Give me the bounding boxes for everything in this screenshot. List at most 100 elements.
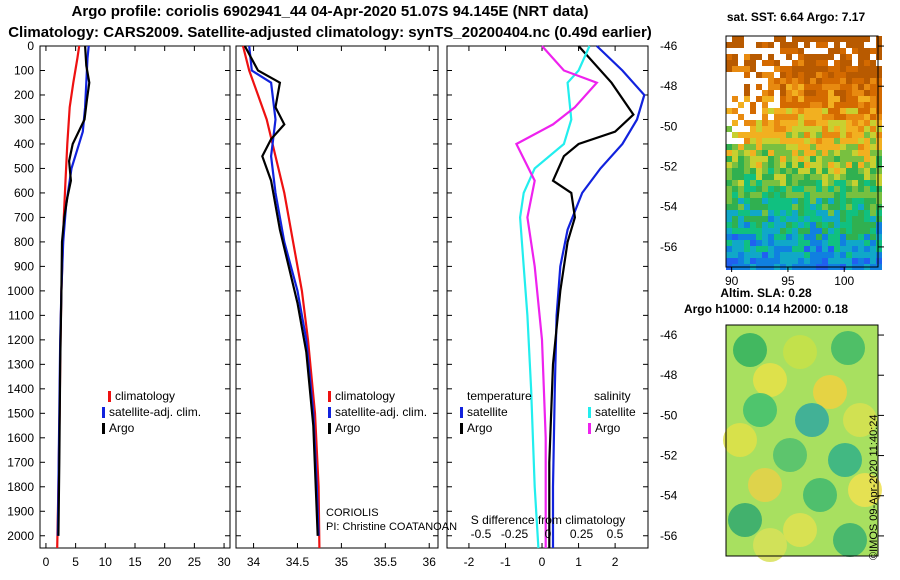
sst-cell <box>828 240 834 246</box>
sst-cell <box>774 210 780 216</box>
sst-cell <box>876 258 882 264</box>
sst-cell <box>762 180 768 186</box>
sst-cell <box>852 48 858 54</box>
sst-cell <box>786 150 792 156</box>
sst-cell <box>774 132 780 138</box>
sst-cell <box>780 174 786 180</box>
sst-cell <box>846 144 852 150</box>
sst-cell <box>786 186 792 192</box>
sst-cell <box>750 228 756 234</box>
sla-blob <box>813 375 847 409</box>
sst-cell <box>738 78 744 84</box>
sst-cell <box>750 138 756 144</box>
sst-cell <box>732 90 738 96</box>
sst-cell <box>786 222 792 228</box>
sst-cell <box>786 90 792 96</box>
sst-cell <box>750 174 756 180</box>
sst-cell <box>732 210 738 216</box>
sst-cell <box>744 114 750 120</box>
sst-cell <box>870 144 876 150</box>
sst-cell <box>732 234 738 240</box>
sst-cell <box>750 150 756 156</box>
sst-cell <box>762 66 768 72</box>
lat-tick-label: -54 <box>660 489 678 503</box>
sst-cell <box>726 96 732 102</box>
top-axis-tick-label: 0.25 <box>570 527 594 541</box>
sst-cell <box>834 114 840 120</box>
sst-cell <box>828 120 834 126</box>
sst-cell <box>792 246 798 252</box>
lat-tick-label: -56 <box>660 240 678 254</box>
sst-cell <box>750 90 756 96</box>
sst-cell <box>780 180 786 186</box>
sst-cell <box>744 240 750 246</box>
sst-cell <box>810 186 816 192</box>
sst-cell <box>756 72 762 78</box>
sst-cell <box>726 54 732 60</box>
sst-cell <box>762 162 768 168</box>
top-axis-tick-label: -0.25 <box>501 527 529 541</box>
sst-cell <box>774 192 780 198</box>
sst-cell <box>816 78 822 84</box>
sst-cell <box>870 228 876 234</box>
sst-cell <box>792 126 798 132</box>
lat-tick-label: -50 <box>660 408 678 422</box>
sst-cell <box>744 60 750 66</box>
sst-cell <box>732 168 738 174</box>
sst-cell <box>738 60 744 66</box>
sst-cell <box>804 150 810 156</box>
sst-cell <box>792 234 798 240</box>
sst-cell <box>762 204 768 210</box>
sst-cell <box>828 246 834 252</box>
sst-cell <box>726 252 732 258</box>
sst-cell <box>780 162 786 168</box>
sst-cell <box>852 246 858 252</box>
sst-cell <box>840 114 846 120</box>
sst-cell <box>744 126 750 132</box>
sst-cell <box>876 210 882 216</box>
sla-blob <box>833 523 867 557</box>
sst-cell <box>816 180 822 186</box>
sst-cell <box>756 258 762 264</box>
sst-cell <box>768 192 774 198</box>
sst-cell <box>840 120 846 126</box>
sst-cell <box>870 234 876 240</box>
sst-cell <box>726 162 732 168</box>
sst-cell <box>762 132 768 138</box>
sst-cell <box>816 114 822 120</box>
sst-cell <box>846 210 852 216</box>
sst-cell <box>798 90 804 96</box>
sst-cell <box>768 108 774 114</box>
sst-cell <box>804 108 810 114</box>
sst-cell <box>756 222 762 228</box>
sst-cell <box>762 78 768 84</box>
sst-cell <box>846 36 852 42</box>
sst-cell <box>762 36 768 42</box>
top-axis-label: S difference from climatology <box>471 513 626 527</box>
sst-cell <box>798 132 804 138</box>
sst-cell <box>774 96 780 102</box>
sst-cell <box>864 204 870 210</box>
sst-cell <box>804 66 810 72</box>
sst-cell <box>804 162 810 168</box>
sst-cell <box>786 240 792 246</box>
sst-cell <box>816 216 822 222</box>
sst-cell <box>858 186 864 192</box>
depth-tick-label: 1100 <box>8 308 34 322</box>
sst-cell <box>834 180 840 186</box>
sst-cell <box>768 216 774 222</box>
sst-cell <box>846 252 852 258</box>
sst-cell <box>792 96 798 102</box>
sst-cell <box>804 36 810 42</box>
sst-cell <box>822 246 828 252</box>
sst-cell <box>858 204 864 210</box>
sst-cell <box>786 228 792 234</box>
sst-cell <box>870 108 876 114</box>
sst-cell <box>852 42 858 48</box>
sst-cell <box>768 174 774 180</box>
sst-cell <box>798 192 804 198</box>
sst-cell <box>828 126 834 132</box>
sst-cell <box>828 174 834 180</box>
sst-cell <box>756 144 762 150</box>
sst-cell <box>840 162 846 168</box>
